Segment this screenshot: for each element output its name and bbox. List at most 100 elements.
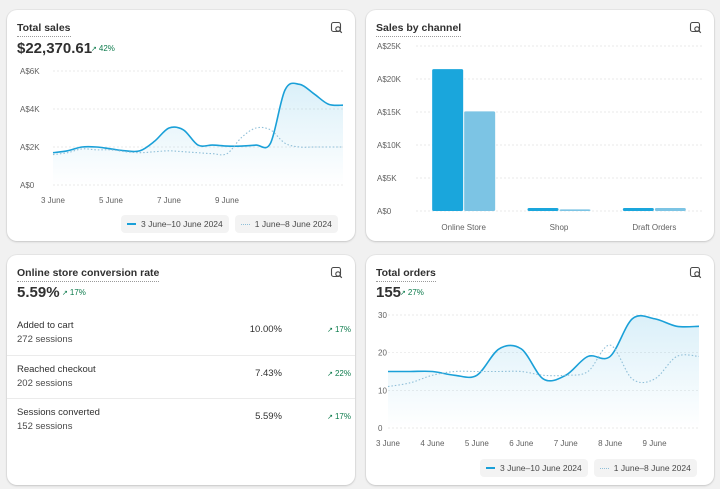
sales-y-tick-label: A$4K bbox=[20, 105, 40, 114]
channel-y-tick-label: A$20K bbox=[377, 75, 402, 84]
change-value: 17% bbox=[334, 412, 351, 421]
channel-bar-current bbox=[527, 208, 559, 211]
funnel-step-label: Sessions converted bbox=[17, 407, 100, 418]
conversion-rate-card: Online store conversion rate 5.59% ↗ 17% … bbox=[7, 255, 355, 485]
channel-category-label: Shop bbox=[550, 223, 569, 232]
funnel-row-reached-checkout: Reached checkout 202 sessions 7.43% ↗ 22% bbox=[7, 355, 355, 398]
orders-y-tick-label: 20 bbox=[378, 349, 387, 358]
channel-bar-previous bbox=[464, 111, 496, 211]
funnel-rate: 10.00% bbox=[249, 324, 282, 335]
dotted-line-swatch bbox=[240, 223, 250, 225]
card-title[interactable]: Total sales bbox=[17, 22, 71, 37]
funnel-change: ↗ 17% bbox=[327, 412, 351, 423]
channel-bar-previous bbox=[654, 208, 686, 211]
arrow-up-right-icon: ↗ bbox=[91, 46, 97, 53]
total-orders-chart: 30 20 10 0 3 June 4 June 5 June 6 June 7 June 8 J… bbox=[376, 311, 700, 448]
funnel-change: ↗ 22% bbox=[327, 369, 351, 380]
orders-x-tick-label: 3 June bbox=[376, 439, 401, 448]
card-title[interactable]: Online store conversion rate bbox=[17, 267, 160, 282]
channel-y-tick-label: A$5K bbox=[377, 174, 397, 183]
legend-previous-period[interactable]: 1 June–8 June 2024 bbox=[593, 459, 697, 477]
total-sales-legend: 3 June–10 June 2024 1 June–8 June 2024 bbox=[121, 215, 338, 233]
delta-value: 42% bbox=[98, 44, 115, 53]
total-orders-delta: ↗ 27% bbox=[400, 288, 424, 299]
card-title[interactable]: Total orders bbox=[376, 267, 436, 282]
sales-by-channel-card: Sales by channel A$25K A$20K A$15K A$10K A$5… bbox=[366, 10, 714, 241]
orders-series-current-line bbox=[388, 314, 700, 382]
sales-series-area bbox=[53, 83, 343, 185]
dotted-line-swatch bbox=[599, 467, 609, 469]
orders-series-area bbox=[388, 315, 699, 428]
funnel-row-added-to-cart: Added to cart 272 sessions 10.00% ↗ 17% bbox=[7, 312, 355, 355]
sales-y-tick-label: A$6K bbox=[20, 67, 40, 76]
funnel-change: ↗ 17% bbox=[327, 325, 351, 336]
change-value: 17% bbox=[334, 325, 351, 334]
conversion-rate-delta: ↗ 17% bbox=[62, 288, 86, 299]
sales-x-tick-label: 9 June bbox=[215, 196, 240, 205]
total-orders-value: 155 bbox=[376, 284, 402, 301]
total-sales-chart: A$6K A$4K A$2K A$0 3 June 5 June 7 June 9 June bbox=[20, 67, 344, 205]
sales-series-current-line bbox=[52, 82, 344, 154]
sales-by-channel-chart: A$25K A$20K A$15K A$10K A$5K A$0 Online Store S… bbox=[377, 42, 702, 232]
delta-value: 27% bbox=[407, 288, 424, 297]
orders-y-tick-label: 0 bbox=[378, 424, 383, 433]
orders-x-tick-label: 8 June bbox=[598, 439, 623, 448]
conversion-rate-value: 5.59% bbox=[17, 284, 60, 301]
total-orders-card: Total orders 155 ↗ 27% 30 20 10 0 3 June 4 Jun… bbox=[366, 255, 714, 485]
channel-y-tick-label: A$0 bbox=[377, 207, 392, 216]
legend-current-period[interactable]: 3 June–10 June 2024 bbox=[121, 215, 229, 233]
funnel-row-sessions-converted: Sessions converted 152 sessions 5.59% ↗ 1… bbox=[7, 398, 355, 441]
solid-line-swatch bbox=[127, 223, 136, 225]
total-sales-card: Total sales $22,370.61 ↗ 42% A$6K A$4K A$2K… bbox=[7, 10, 355, 241]
funnel-sessions: 202 sessions bbox=[17, 378, 73, 389]
total-orders-legend: 3 June–10 June 2024 1 June–8 June 2024 bbox=[480, 459, 697, 477]
legend-current-period[interactable]: 3 June–10 June 2024 bbox=[480, 459, 588, 477]
orders-x-tick-label: 7 June bbox=[554, 439, 579, 448]
funnel-rate: 5.59% bbox=[255, 411, 282, 422]
orders-x-tick-label: 4 June bbox=[420, 439, 445, 448]
sales-x-tick-label: 5 June bbox=[99, 196, 124, 205]
channel-y-tick-label: A$10K bbox=[377, 141, 402, 150]
chart-analyze-icon[interactable] bbox=[330, 21, 343, 34]
legend-label: 3 June–10 June 2024 bbox=[141, 219, 223, 229]
total-sales-value: $22,370.61 bbox=[17, 40, 93, 57]
solid-line-swatch bbox=[486, 467, 495, 469]
sales-x-tick-label: 7 June bbox=[157, 196, 182, 205]
channel-y-tick-label: A$25K bbox=[377, 42, 402, 51]
channel-bar-previous bbox=[559, 209, 591, 211]
arrow-up-right-icon: ↗ bbox=[327, 327, 333, 334]
funnel-rate: 7.43% bbox=[255, 368, 282, 379]
channel-bar-current bbox=[432, 69, 464, 211]
chart-analyze-icon[interactable] bbox=[689, 266, 702, 279]
funnel-sessions: 272 sessions bbox=[17, 334, 73, 345]
sales-y-tick-label: A$0 bbox=[20, 181, 35, 190]
legend-label: 3 June–10 June 2024 bbox=[500, 463, 582, 473]
channel-y-tick-label: A$15K bbox=[377, 108, 402, 117]
arrow-up-right-icon: ↗ bbox=[400, 290, 406, 297]
orders-x-tick-label: 6 June bbox=[509, 439, 534, 448]
arrow-up-right-icon: ↗ bbox=[62, 290, 68, 297]
funnel-step-label: Added to cart bbox=[17, 320, 74, 331]
orders-y-tick-label: 30 bbox=[378, 311, 387, 320]
legend-label: 1 June–8 June 2024 bbox=[613, 463, 691, 473]
legend-label: 1 June–8 June 2024 bbox=[254, 219, 332, 229]
orders-x-tick-label: 5 June bbox=[465, 439, 490, 448]
change-value: 22% bbox=[334, 369, 351, 378]
arrow-up-right-icon: ↗ bbox=[327, 371, 333, 378]
funnel-step-label: Reached checkout bbox=[17, 364, 96, 375]
card-title[interactable]: Sales by channel bbox=[376, 22, 462, 37]
chart-analyze-icon[interactable] bbox=[689, 21, 702, 34]
orders-series-previous-line bbox=[387, 344, 700, 388]
channel-category-label: Online Store bbox=[441, 223, 486, 232]
channel-category-label: Draft Orders bbox=[632, 223, 676, 232]
arrow-up-right-icon: ↗ bbox=[327, 414, 333, 421]
legend-previous-period[interactable]: 1 June–8 June 2024 bbox=[234, 215, 338, 233]
orders-x-tick-label: 9 June bbox=[643, 439, 668, 448]
sales-x-tick-label: 3 June bbox=[41, 196, 66, 205]
sales-series-previous-line bbox=[52, 126, 343, 156]
funnel-sessions: 152 sessions bbox=[17, 421, 73, 432]
chart-analyze-icon[interactable] bbox=[330, 266, 343, 279]
channel-bar-current bbox=[622, 208, 654, 211]
total-sales-delta: ↗ 42% bbox=[91, 44, 115, 55]
orders-y-tick-label: 10 bbox=[378, 386, 387, 395]
